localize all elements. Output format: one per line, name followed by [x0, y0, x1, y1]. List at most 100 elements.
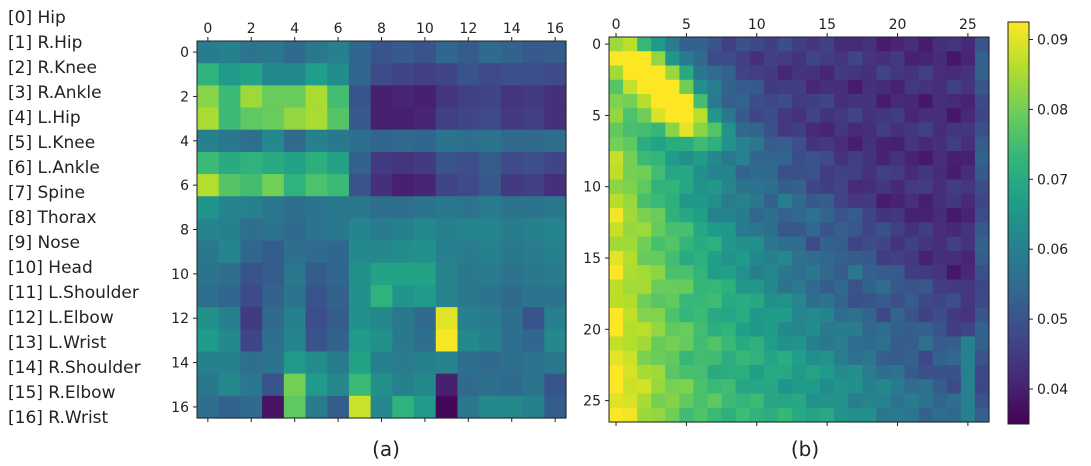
heatmap-b-cell: [862, 336, 878, 352]
heatmap-b-cell: [876, 222, 892, 238]
heatmap-a-cell: [392, 151, 415, 175]
heatmap-b-cell: [932, 122, 948, 138]
heatmap-b-cell: [946, 336, 962, 352]
heatmap-b-ytick-label: 5: [592, 108, 601, 124]
heatmap-b-cell: [974, 279, 990, 295]
heatmap-a-cell: [414, 262, 437, 286]
heatmap-b-cell: [693, 336, 709, 352]
heatmap-b-cell: [974, 307, 990, 323]
heatmap-a-cell: [500, 174, 524, 197]
heatmap-a-xtick-label: 14: [503, 21, 521, 37]
heatmap-a-cell: [240, 63, 263, 86]
heatmap-b-cell: [806, 94, 821, 109]
heatmap-b-cell: [637, 336, 652, 352]
heatmap-b-cell: [806, 407, 821, 423]
heatmap-b-cell: [890, 222, 906, 238]
heatmap-b-cell: [637, 193, 652, 209]
heatmap-a-cell: [479, 329, 502, 353]
heatmap-a-cell: [262, 284, 285, 308]
heatmap-a-cell: [479, 41, 502, 64]
heatmap-b-cell: [974, 265, 990, 281]
heatmap-a-ytick-label: 10: [171, 267, 189, 283]
heatmap-b-cell: [693, 37, 709, 52]
heatmap-a-ytick-label: 4: [180, 134, 189, 150]
heatmap-a-ytick-label: 12: [171, 311, 189, 327]
heatmap-a-cell: [414, 41, 437, 64]
legend-item: [13] L.Wrist: [8, 333, 107, 353]
heatmap-b-cell: [974, 79, 990, 95]
heatmap-b-cell: [609, 122, 624, 138]
heatmap-a-cell: [414, 373, 437, 397]
heatmap-b-cell: [834, 250, 849, 266]
heatmap-b-cell: [918, 279, 934, 295]
heatmap-b-cell: [960, 37, 976, 52]
heatmap-b-cell: [609, 179, 624, 195]
heatmap-a-cell: [544, 174, 567, 197]
heatmap-b-cell: [679, 51, 695, 67]
heatmap-b-cell: [862, 37, 878, 52]
heatmap-b-cell: [777, 407, 793, 423]
heatmap-a-cell: [500, 129, 524, 153]
heatmap-b-cell: [693, 94, 709, 109]
heatmap-b-cell: [777, 65, 793, 81]
heatmap-a-cell: [435, 373, 459, 397]
heatmap-b-cell: [665, 322, 680, 338]
heatmap-a-cell: [283, 307, 307, 330]
heatmap-a-cell: [327, 41, 350, 64]
heatmap-b-cell: [946, 250, 962, 266]
heatmap-a-cell: [348, 196, 372, 220]
heatmap-b-cell: [890, 293, 906, 309]
heatmap-b-cell: [777, 51, 793, 67]
heatmap-b-cell: [862, 165, 878, 181]
heatmap-b-cell: [862, 279, 878, 295]
heatmap-b-cell: [665, 179, 680, 195]
heatmap-a-cell: [218, 284, 242, 308]
colorbar-tick-label: 0.06: [1037, 242, 1068, 258]
heatmap-b-cell: [637, 236, 652, 252]
heatmap-b-cell: [791, 350, 807, 366]
heatmap-a-ytick-label: 14: [171, 356, 189, 372]
heatmap-b-cell: [735, 179, 751, 195]
heatmap-b-cell: [679, 293, 695, 309]
heatmap-b-cell: [651, 250, 666, 266]
heatmap-b-cell: [932, 79, 948, 95]
heatmap-b-cell: [623, 393, 638, 409]
heatmap-b-cell: [848, 37, 863, 52]
heatmap-b-cell: [609, 65, 624, 81]
heatmap-b-cell: [862, 307, 878, 323]
heatmap-a-ytick-label: 6: [180, 178, 189, 194]
heatmap-a-cell: [218, 129, 242, 153]
heatmap-b-cell: [946, 122, 962, 138]
heatmap-b-cell: [763, 208, 779, 223]
heatmap-b-cell: [735, 322, 751, 338]
heatmap-b-cell: [806, 165, 821, 181]
heatmap-b-cell: [932, 364, 948, 380]
heatmap-b-cell: [876, 122, 892, 138]
heatmap-b-cell: [707, 37, 723, 52]
heatmap-b-cell: [651, 37, 666, 52]
heatmap-b-ytick-label: 20: [583, 322, 601, 338]
heatmap-b-cell: [974, 136, 990, 152]
heatmap-b-cell: [834, 65, 849, 81]
heatmap-b-cell: [918, 293, 934, 309]
heatmap-b-cell: [651, 208, 666, 223]
heatmap-b-cell: [806, 193, 821, 209]
heatmap-a-ytick-label: 2: [180, 89, 189, 105]
heatmap-b-cell: [876, 265, 892, 281]
heatmap-b-cell: [890, 122, 906, 138]
heatmap-b-cell: [763, 108, 779, 124]
heatmap-b-cell: [679, 136, 695, 152]
heatmap-a-cell: [544, 262, 567, 286]
heatmap-a-cell: [457, 307, 480, 330]
heatmap-b-cell: [904, 165, 920, 181]
legend-item: [0] Hip: [8, 8, 66, 28]
heatmap-b-cell: [834, 279, 849, 295]
heatmap-b-cell: [609, 222, 624, 238]
heatmap-a-cell: [457, 41, 480, 64]
heatmap-b-cell: [960, 250, 976, 266]
heatmap-b-cell: [820, 407, 835, 423]
heatmap-b-cell: [637, 250, 652, 266]
heatmap-b-cell: [876, 336, 892, 352]
heatmap-b-cell: [735, 364, 751, 380]
heatmap-b-cell: [763, 265, 779, 281]
